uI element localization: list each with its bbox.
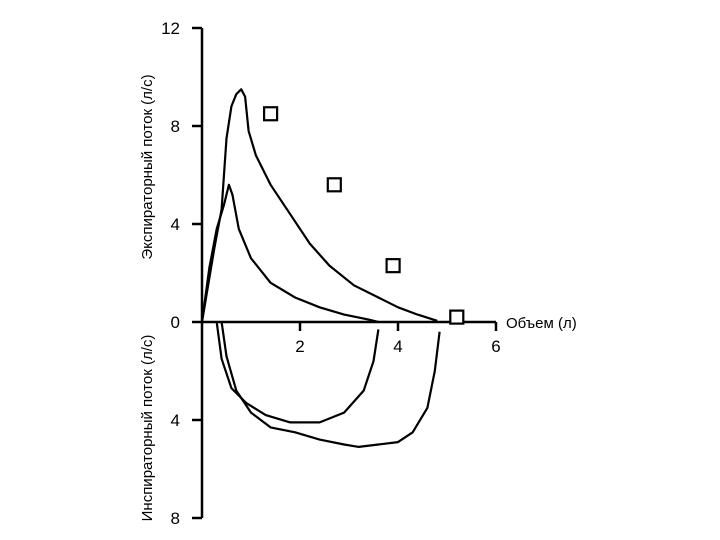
- y-axis-title-bottom: Инспираторный поток (л/с): [139, 335, 156, 522]
- y-tick-label-top: 0: [171, 313, 180, 332]
- square-marker: [449, 309, 465, 325]
- inspiratory-curve: [220, 321, 441, 448]
- markers: [263, 106, 465, 325]
- expiratory-curve: [200, 88, 438, 323]
- axes: [200, 28, 496, 518]
- ticks: [192, 26, 498, 520]
- x-tick-label: 4: [393, 337, 402, 356]
- curves: [200, 88, 441, 448]
- square-marker: [263, 106, 279, 122]
- tick-labels: 0 4 8 12 4 8 2 4 6: [161, 19, 501, 528]
- y-tick-label-top: 12: [161, 19, 180, 38]
- square-marker: [385, 258, 401, 274]
- y-tick-label-top: 4: [171, 215, 180, 234]
- expiratory-curve: [200, 183, 379, 324]
- y-tick-label-bottom: 4: [171, 411, 180, 430]
- inspiratory-curve: [215, 321, 380, 424]
- y-axis-title-top: Экспираторный поток (л/с): [139, 74, 156, 259]
- axis-titles: Объем (л) Экспираторный поток (л/с) Инспир…: [139, 74, 577, 521]
- y-tick-label-bottom: 8: [171, 509, 180, 528]
- y-tick-label-top: 8: [171, 117, 180, 136]
- square-marker: [326, 177, 342, 193]
- x-axis-title: Объем (л): [506, 315, 577, 332]
- x-tick-label: 2: [295, 337, 304, 356]
- x-tick-label: 6: [491, 337, 500, 356]
